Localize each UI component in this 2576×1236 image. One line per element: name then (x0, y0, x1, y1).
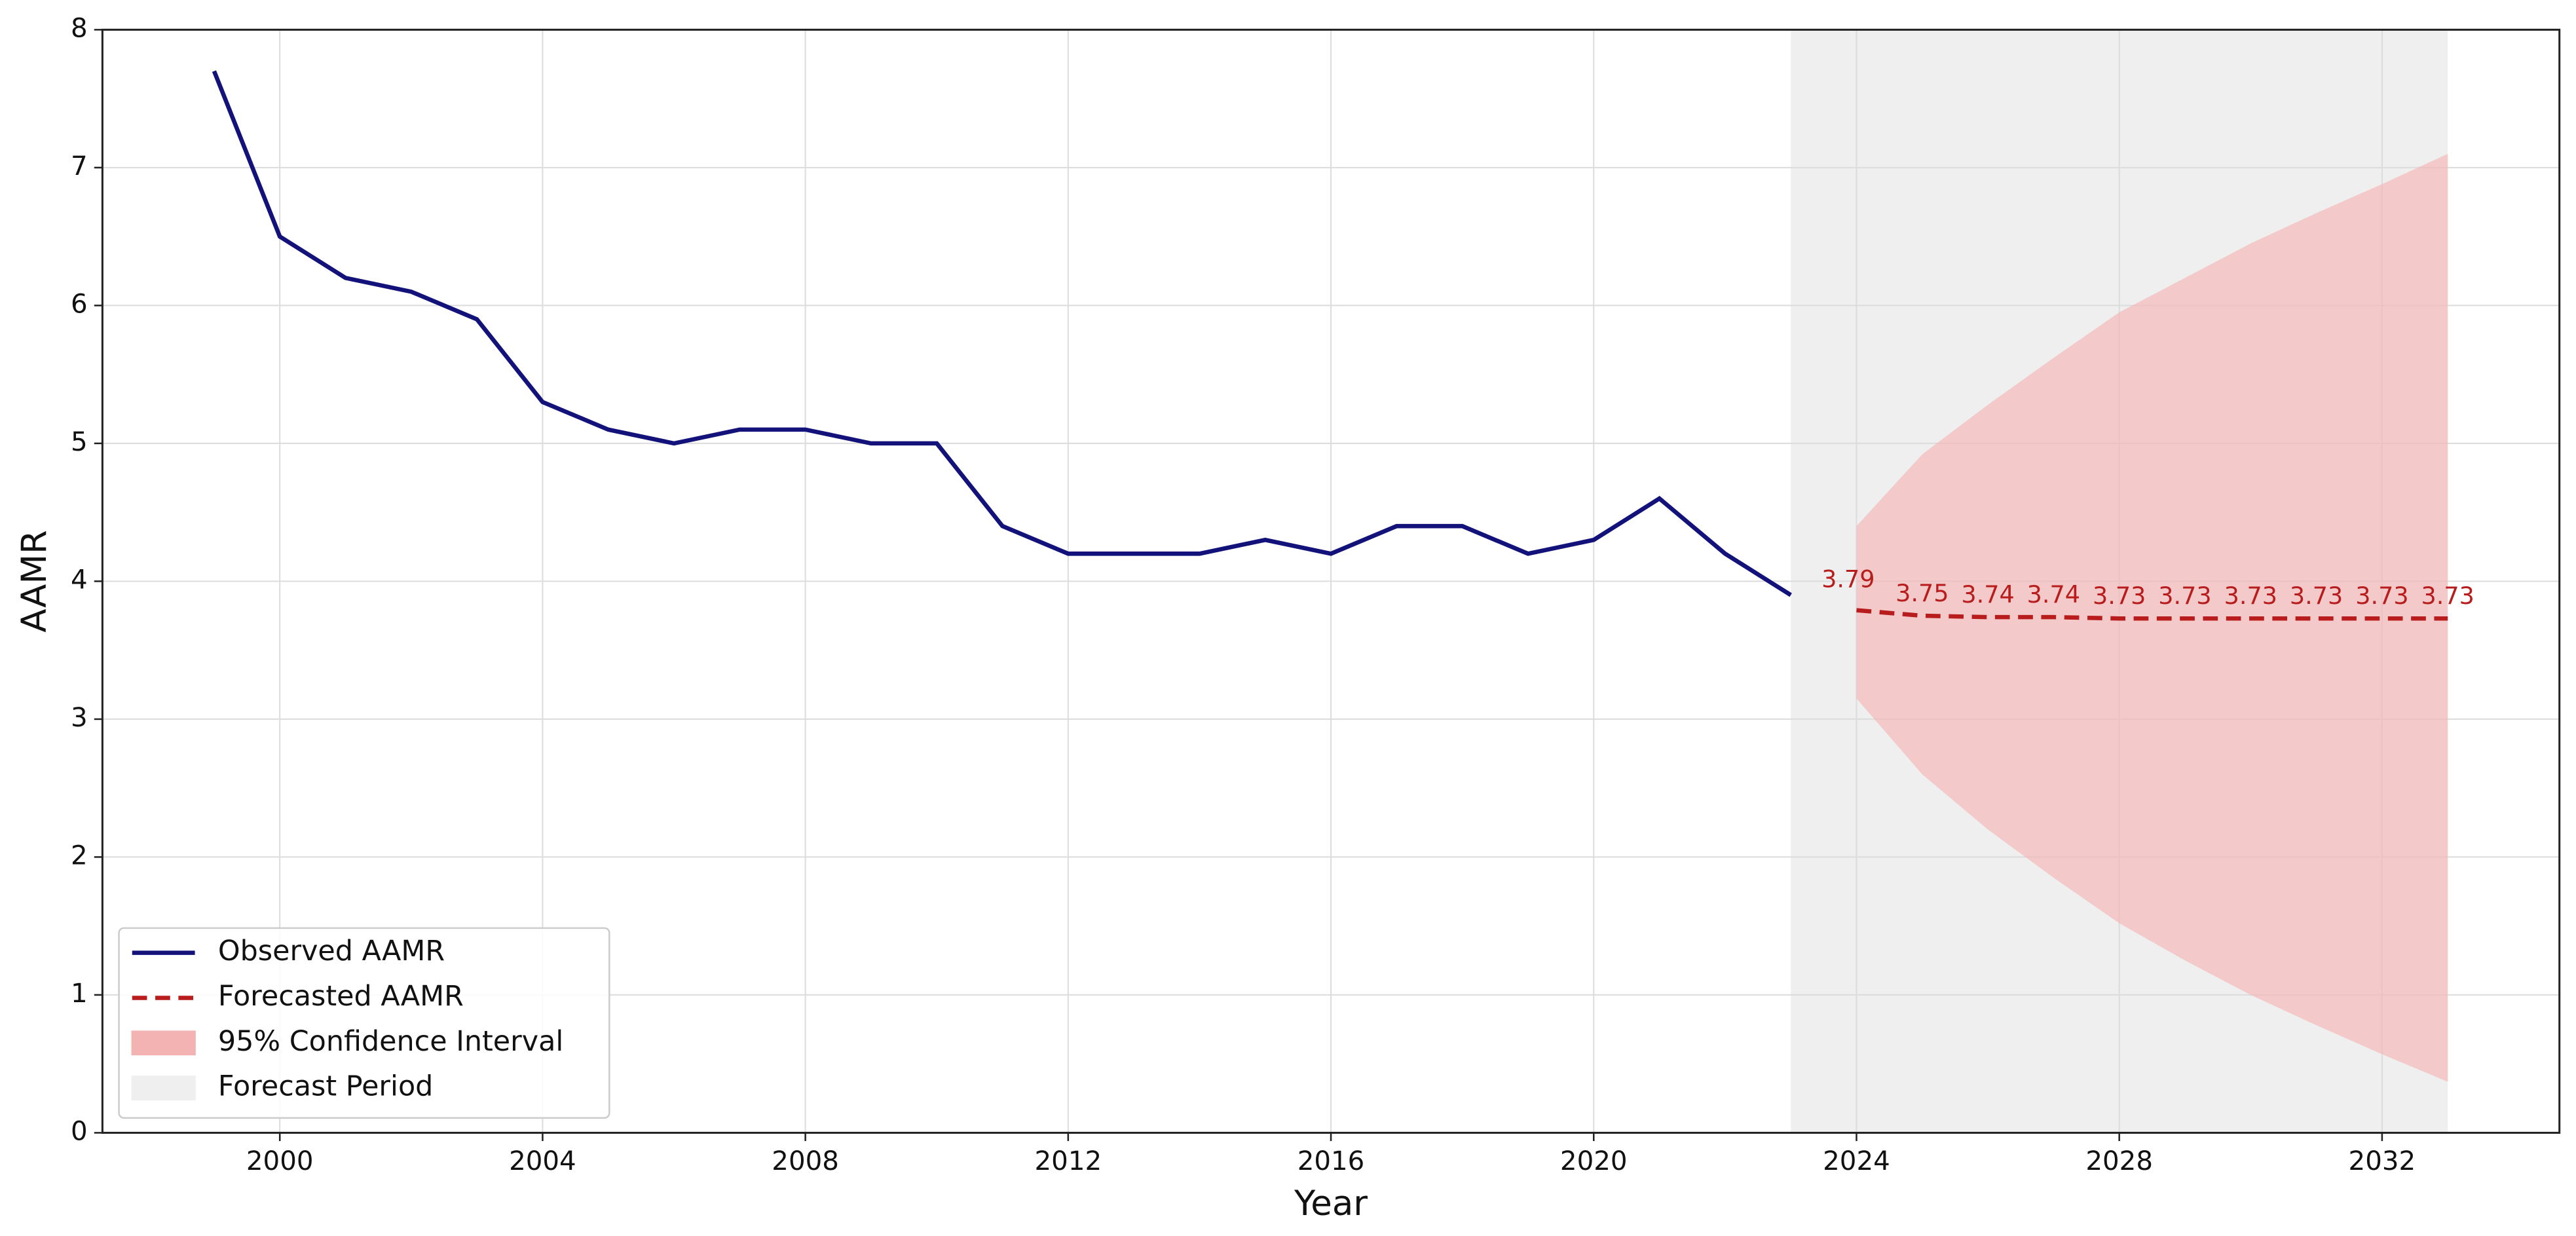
value-label: 3.73 (2158, 582, 2211, 610)
x-tick-label: 2008 (772, 1146, 839, 1176)
x-tick-label: 2020 (1560, 1146, 1628, 1176)
x-tick-label: 2004 (509, 1146, 576, 1176)
x-tick-label: 2000 (246, 1146, 314, 1176)
legend-label: Forecasted AAMR (218, 980, 464, 1013)
y-tick-label: 7 (71, 151, 88, 181)
value-label: 3.74 (1961, 580, 2014, 609)
y-tick-label: 2 (71, 840, 88, 871)
series-line (1856, 608, 2448, 621)
legend-handle (131, 1030, 196, 1056)
value-label: 3.73 (2093, 582, 2146, 610)
value-label: 3.75 (1895, 579, 1949, 607)
x-tick-label: 2012 (1035, 1146, 1102, 1176)
legend-label: Forecast Period (218, 1070, 434, 1103)
y-axis-label: AAMR (14, 530, 54, 632)
y-tick-label: 6 (71, 288, 88, 319)
legend-label: 95% Confidence Interval (218, 1025, 563, 1058)
x-tick-label: 2032 (2349, 1146, 2416, 1176)
x-axis-label: Year (1294, 1184, 1368, 1224)
y-tick-label: 8 (71, 12, 88, 43)
x-tick-label: 2028 (2085, 1146, 2153, 1176)
y-tick-label: 5 (71, 426, 88, 457)
series-line (212, 70, 1792, 597)
value-label: 3.73 (2224, 582, 2277, 610)
value-label: 3.74 (2027, 580, 2080, 609)
value-label: 3.79 (1821, 565, 1875, 593)
confidence-area (1856, 153, 2448, 1082)
y-tick-label: 3 (71, 702, 88, 733)
y-tick-label: 4 (71, 564, 88, 595)
plot-frame (101, 28, 2561, 1134)
value-label: 3.73 (2355, 582, 2408, 610)
value-label: 3.73 (2290, 582, 2343, 610)
y-tick-label: 0 (71, 1115, 88, 1146)
legend-box (118, 927, 610, 1119)
x-tick-label: 2016 (1297, 1146, 1365, 1176)
legend-handle (131, 1076, 196, 1101)
y-tick-label: 1 (71, 978, 88, 1009)
legend-label: Observed AAMR (218, 935, 445, 967)
value-label: 3.73 (2421, 582, 2474, 610)
x-tick-label: 2024 (1823, 1146, 1890, 1176)
